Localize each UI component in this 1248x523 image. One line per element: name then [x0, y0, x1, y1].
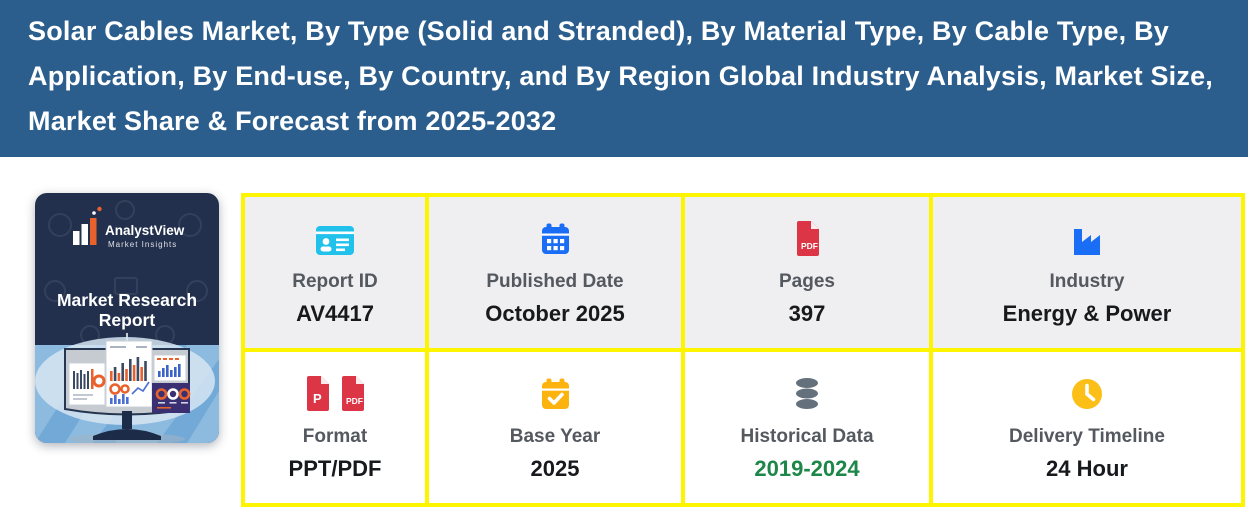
- icon-wrap: P PDF: [304, 373, 366, 411]
- info-value: October 2025: [485, 301, 625, 326]
- report-info-grid: Report ID AV4417 Published Date: [241, 193, 1245, 507]
- svg-text:PDF: PDF: [801, 241, 818, 251]
- icon-wrap: [539, 373, 572, 411]
- icon-wrap: [1070, 218, 1104, 256]
- info-value: 24 Hour: [1046, 456, 1128, 481]
- info-value: PPT/PDF: [288, 456, 382, 481]
- info-label: Delivery Timeline: [1009, 426, 1165, 447]
- info-value: Energy & Power: [1002, 301, 1172, 326]
- info-card-base-year: Base Year 2025: [429, 352, 681, 503]
- factory-icon: [1074, 229, 1100, 255]
- page-title: Solar Cables Market, By Type (Solid and …: [28, 16, 1213, 136]
- calendar-icon: [541, 223, 569, 254]
- icon-wrap: [1070, 373, 1104, 411]
- ppt-file-icon: P: [307, 376, 329, 411]
- calendar-check-icon: [541, 378, 569, 409]
- info-card-report-id: Report ID AV4417: [245, 197, 425, 348]
- info-value: 2025: [530, 456, 580, 481]
- info-value: 397: [788, 301, 826, 326]
- info-card-historical-data: Historical Data 2019-2024: [685, 352, 929, 503]
- info-label: Published Date: [486, 271, 624, 292]
- report-cover-art: AnalystView Market Insights Market Resea…: [35, 193, 219, 443]
- info-label: Industry: [1049, 271, 1125, 292]
- icon-wrap: [315, 218, 355, 256]
- cover-title-line2: Report: [99, 310, 156, 330]
- cover-monitor-illustration: [35, 337, 219, 443]
- info-label: Base Year: [509, 426, 601, 447]
- info-card-pages: PDF Pages 397: [685, 197, 929, 348]
- cover-title-line1: Market Research: [57, 290, 197, 310]
- cover-brand-tagline: Market Insights: [108, 240, 177, 249]
- info-value: 2019-2024: [754, 456, 860, 481]
- info-card-published-date: Published Date October 2025: [429, 197, 681, 348]
- svg-text:PDF: PDF: [346, 396, 363, 406]
- icon-wrap: [789, 373, 825, 411]
- info-value: AV4417: [296, 301, 374, 326]
- info-card-delivery-timeline: Delivery Timeline 24 Hour: [933, 352, 1241, 503]
- icon-wrap: [539, 218, 572, 256]
- info-label: Pages: [779, 271, 835, 292]
- info-label: Historical Data: [740, 426, 874, 447]
- pdf-file-icon: PDF: [342, 376, 364, 411]
- info-label: Format: [302, 426, 368, 447]
- clock-icon: [1072, 379, 1102, 409]
- content-row: AnalystView Market Insights Market Resea…: [0, 193, 1248, 507]
- info-card-industry: Industry Energy & Power: [933, 197, 1241, 348]
- report-title-banner: Solar Cables Market, By Type (Solid and …: [0, 0, 1248, 157]
- database-icon: [796, 378, 818, 409]
- id-card-icon: [316, 226, 354, 255]
- report-cover-thumbnail: AnalystView Market Insights Market Resea…: [35, 193, 219, 443]
- icon-wrap: PDF: [794, 218, 821, 256]
- pdf-file-icon: PDF: [796, 221, 819, 256]
- cover-brand-name: AnalystView: [105, 223, 185, 238]
- info-card-format: P PDF Format PPT/PDF: [245, 352, 425, 503]
- info-label: Report ID: [292, 271, 378, 292]
- svg-text:P: P: [313, 391, 322, 406]
- analystview-logo-icon: [73, 206, 102, 245]
- cover-pattern: [44, 200, 208, 345]
